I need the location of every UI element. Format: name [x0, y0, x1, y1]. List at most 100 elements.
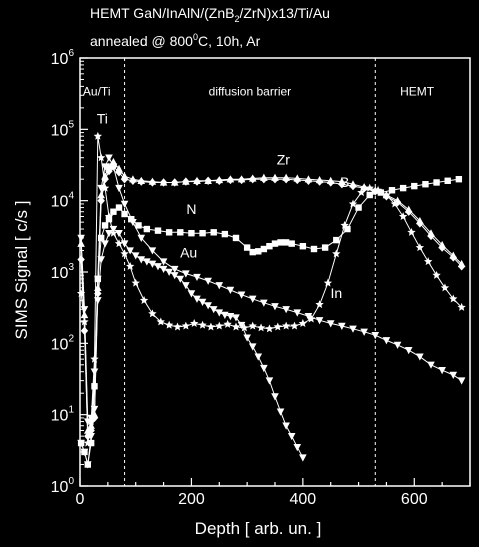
data-point — [332, 249, 341, 258]
data-point — [156, 317, 165, 326]
data-point — [315, 177, 324, 186]
data-point — [76, 289, 86, 298]
data-point — [231, 322, 241, 331]
data-point — [282, 306, 290, 314]
data-point — [165, 268, 173, 276]
data-point — [105, 162, 113, 170]
y-tick-label: 102 — [51, 333, 75, 353]
data-point — [215, 321, 224, 330]
data-point — [121, 210, 128, 218]
data-point — [137, 177, 145, 186]
series-line — [80, 228, 304, 465]
data-point — [271, 174, 279, 184]
y-tick-label: 105 — [51, 119, 75, 139]
data-point — [338, 322, 346, 330]
data-point — [80, 310, 89, 319]
series-line — [80, 165, 462, 438]
y-tick-label: 100 — [51, 476, 75, 496]
data-point — [424, 257, 433, 266]
data-point — [248, 321, 257, 330]
data-point — [344, 225, 351, 233]
data-point — [120, 200, 129, 208]
y-tick-label: 101 — [51, 405, 75, 425]
data-point — [290, 321, 299, 330]
data-point — [415, 243, 425, 252]
data-point — [438, 367, 446, 375]
data-point — [455, 175, 463, 183]
annotation-label: In — [330, 285, 342, 301]
data-point — [399, 184, 407, 192]
data-point — [226, 175, 235, 185]
data-point — [97, 256, 105, 264]
data-point — [223, 319, 232, 328]
data-point — [288, 240, 295, 247]
data-point — [405, 207, 413, 216]
data-point — [173, 322, 182, 331]
data-point — [97, 234, 105, 242]
data-point — [206, 322, 216, 331]
data-point — [154, 227, 162, 234]
data-point — [148, 178, 157, 187]
x-tick-label: 400 — [290, 491, 317, 508]
data-point — [266, 242, 273, 250]
data-point — [299, 454, 307, 462]
series-3 — [77, 157, 466, 434]
data-point — [148, 309, 157, 318]
data-point — [198, 298, 207, 306]
data-point — [366, 191, 373, 199]
data-point — [209, 306, 218, 314]
data-point — [215, 282, 224, 290]
title-subscript: 2 — [234, 14, 239, 24]
annotation-label: Zr — [277, 152, 291, 168]
data-point — [248, 295, 257, 303]
data-point — [159, 178, 168, 187]
data-point — [390, 199, 399, 208]
data-point — [87, 439, 95, 447]
data-point — [129, 218, 137, 227]
data-point — [444, 177, 451, 184]
region-label: diffusion barrier — [209, 84, 292, 98]
x-tick-label: 200 — [178, 491, 205, 508]
title-superscript: 0 — [193, 32, 198, 42]
data-point — [101, 240, 109, 248]
data-point — [349, 181, 357, 191]
data-point — [323, 278, 333, 287]
data-point — [315, 317, 324, 325]
title-part-a: HEMT GaN/InAlN/(ZnB — [90, 5, 234, 21]
data-point — [101, 163, 109, 171]
data-point — [260, 364, 268, 373]
data-point — [204, 176, 212, 185]
data-point — [77, 255, 85, 264]
data-point — [427, 361, 435, 369]
data-point — [171, 178, 179, 187]
data-point — [193, 273, 201, 282]
title-part-b: /ZrN)x13/Ti/Au — [239, 5, 330, 21]
data-point — [271, 303, 279, 311]
data-point — [373, 185, 383, 194]
data-point — [104, 212, 114, 221]
data-point — [416, 353, 424, 361]
series-line — [80, 161, 462, 433]
data-point — [143, 258, 151, 266]
data-point — [94, 297, 102, 305]
data-point — [101, 222, 109, 229]
data-point — [198, 320, 207, 329]
data-point — [293, 443, 302, 452]
data-point — [97, 191, 105, 199]
data-point — [333, 236, 340, 244]
series-line — [80, 178, 459, 465]
data-point — [243, 334, 251, 342]
data-point — [177, 229, 184, 236]
annotation-label: Ti — [97, 111, 108, 127]
data-point — [154, 263, 162, 271]
data-point — [109, 162, 118, 171]
data-point — [105, 229, 113, 238]
data-point — [77, 239, 85, 247]
data-point — [281, 321, 291, 330]
annotation-label: N — [186, 201, 196, 217]
data-point — [265, 377, 274, 385]
data-point — [340, 221, 349, 229]
data-point — [360, 328, 368, 336]
data-point — [109, 225, 118, 234]
data-point — [282, 422, 290, 430]
